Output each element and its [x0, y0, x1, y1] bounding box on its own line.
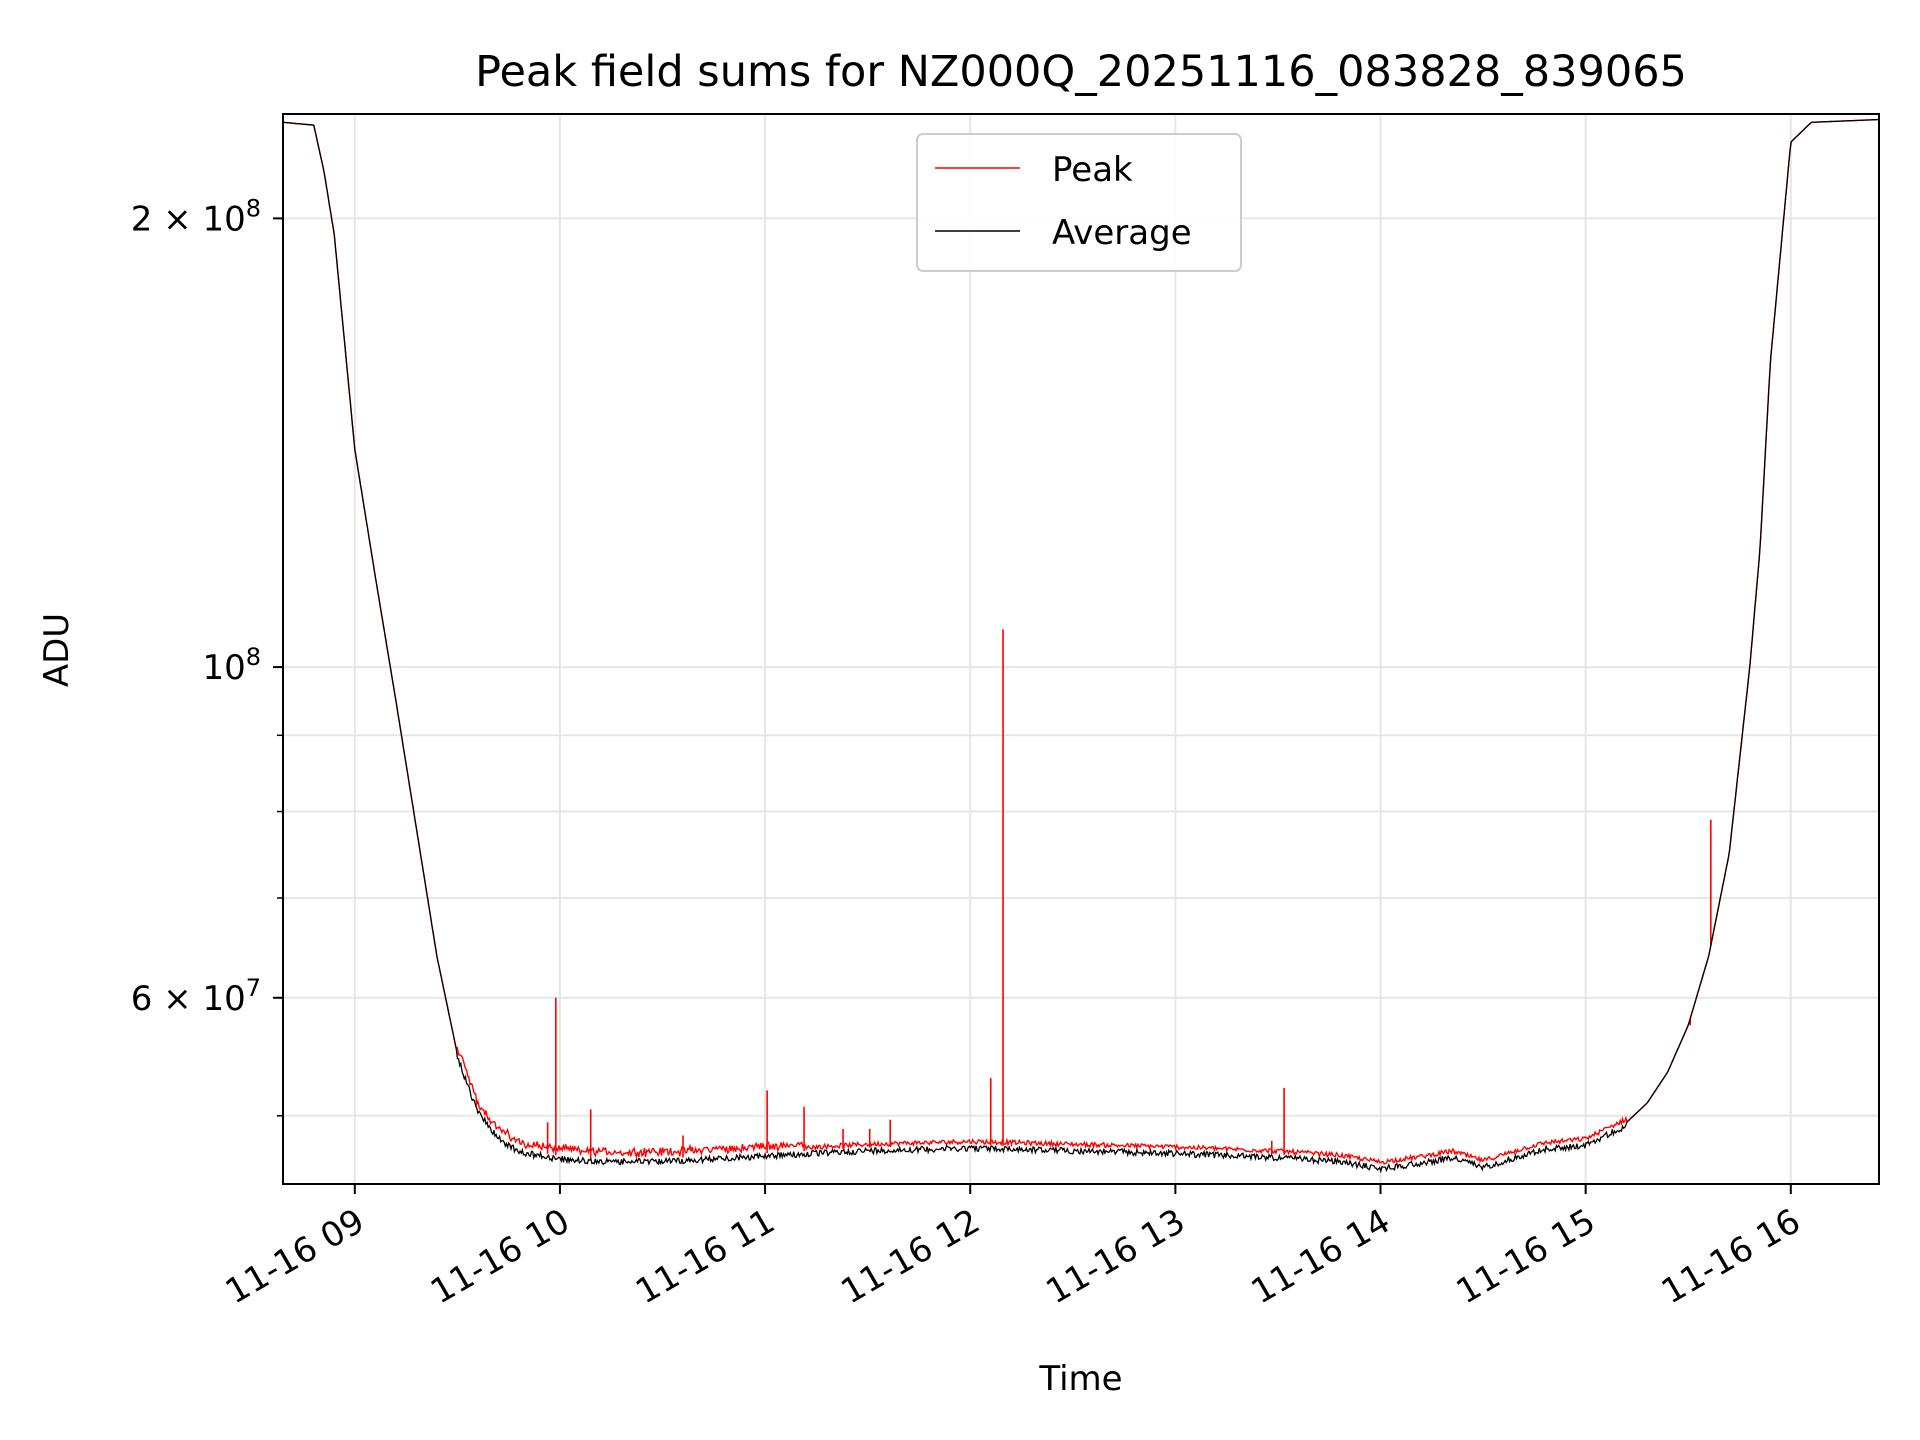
- legend-label-average: Average: [1052, 213, 1192, 253]
- y-tick-label: 6 × 107: [131, 974, 261, 1019]
- legend: Peak Average: [916, 133, 1242, 272]
- grid: [283, 114, 1879, 1184]
- plot-frame: [282, 113, 1880, 1185]
- y-tick-label: 108: [202, 643, 261, 688]
- chart-title: Peak field sums for NZ000Q_20251116_0838…: [475, 47, 1687, 97]
- y-tick-label: 2 × 108: [131, 194, 261, 239]
- plot-area: [283, 118, 1879, 1174]
- y-axis-label: ADU: [37, 613, 77, 687]
- legend-label-peak: Peak: [1052, 150, 1133, 190]
- series-peak-line: [283, 118, 1879, 1165]
- x-axis-label: Time: [1038, 1359, 1122, 1399]
- series-average-line: [283, 118, 1879, 1174]
